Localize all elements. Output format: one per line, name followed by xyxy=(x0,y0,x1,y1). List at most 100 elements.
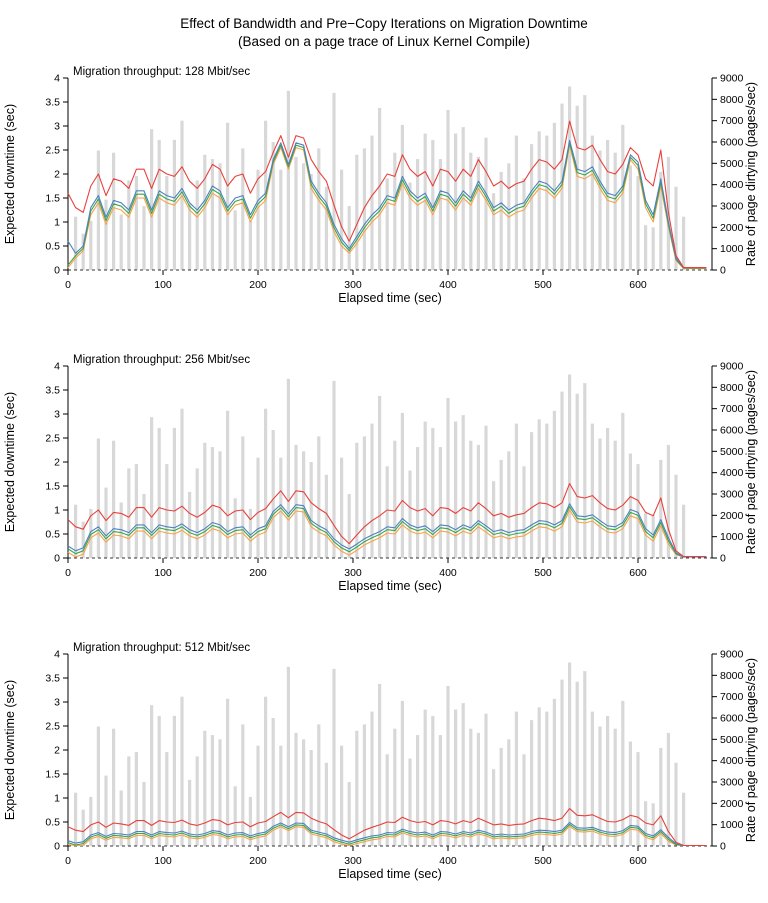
x-tick-label: 100 xyxy=(154,567,172,579)
panel-3-label: Migration throughput: 512 Mbit/sec xyxy=(73,642,251,654)
bar xyxy=(134,176,138,270)
y-right-tick-label: 5000 xyxy=(720,734,744,746)
x-tick-label: 400 xyxy=(439,567,457,579)
bar xyxy=(96,438,100,558)
x-axis-label: Elapsed time (sec) xyxy=(338,291,442,305)
y-right-tick-label: 4000 xyxy=(720,467,744,479)
x-tick-label: 500 xyxy=(534,279,552,291)
bar xyxy=(469,728,473,846)
series-green xyxy=(67,823,707,847)
bar xyxy=(188,779,192,846)
y-right-tick-label: 6000 xyxy=(720,713,744,725)
bar xyxy=(621,700,625,846)
bar xyxy=(96,150,100,270)
bar xyxy=(180,408,184,558)
bar xyxy=(598,150,602,270)
y-right-tick-label: 3000 xyxy=(720,201,744,213)
bar xyxy=(431,715,435,846)
bar xyxy=(507,451,511,558)
bar xyxy=(484,137,488,270)
bar xyxy=(218,163,222,270)
bar xyxy=(514,135,518,270)
bar xyxy=(644,225,648,270)
bar xyxy=(431,427,435,558)
y-right-tick-label: 2000 xyxy=(720,222,744,234)
x-tick-label: 0 xyxy=(65,567,71,579)
bar xyxy=(583,671,587,846)
bar xyxy=(355,730,359,846)
bar xyxy=(226,122,230,270)
bar xyxy=(248,796,252,846)
y-right-tick-label: 5000 xyxy=(720,446,744,458)
bar xyxy=(355,154,359,270)
bar xyxy=(476,732,480,846)
y-right-tick-label: 9000 xyxy=(720,361,744,373)
bar xyxy=(286,378,290,558)
bar xyxy=(606,715,610,846)
x-tick-label: 600 xyxy=(629,855,647,867)
bar xyxy=(302,163,306,270)
bar xyxy=(317,148,321,270)
y-right-tick-label: 3000 xyxy=(720,777,744,789)
y-right-tick-label: 1000 xyxy=(720,243,744,255)
bar xyxy=(309,750,313,846)
bar xyxy=(210,447,214,558)
bar xyxy=(362,148,366,270)
y-right-axis-label: Rate of page dirtying (pages/sec) xyxy=(744,82,758,266)
bar xyxy=(438,735,442,846)
bar xyxy=(157,139,161,270)
y-right-tick-label: 7000 xyxy=(720,691,744,703)
bar xyxy=(461,703,465,846)
bar xyxy=(226,698,230,846)
bar xyxy=(378,683,382,846)
y-right-tick-label: 5000 xyxy=(720,158,744,170)
y-left-axis-label: Expected downtime (sec) xyxy=(3,680,17,820)
bar xyxy=(628,453,632,558)
y-left-tick-label: 3.5 xyxy=(45,97,60,109)
bar xyxy=(233,786,237,846)
panel-2-label: Migration throughput: 256 Mbit/sec xyxy=(73,354,251,366)
bar xyxy=(423,133,427,270)
bar xyxy=(302,739,306,846)
y-left-tick-label: 3 xyxy=(54,121,60,133)
bar xyxy=(172,427,176,558)
y-right-tick-label: 6000 xyxy=(720,137,744,149)
bar xyxy=(370,135,374,270)
bar xyxy=(499,747,503,846)
bar xyxy=(560,391,564,558)
bar xyxy=(127,468,131,558)
bar xyxy=(537,419,541,558)
bar xyxy=(317,724,321,846)
bar xyxy=(104,775,108,846)
x-tick-label: 200 xyxy=(249,567,267,579)
bar xyxy=(454,133,458,270)
bar xyxy=(150,129,154,270)
y-right-tick-label: 7000 xyxy=(720,403,744,415)
bar xyxy=(659,171,663,270)
bar xyxy=(400,412,404,558)
bar xyxy=(590,423,594,558)
bar xyxy=(294,732,298,846)
bar xyxy=(81,809,85,846)
bar xyxy=(286,666,290,846)
bar xyxy=(89,508,93,558)
series-red xyxy=(67,483,707,558)
y-right-tick-label: 8000 xyxy=(720,670,744,682)
bar xyxy=(613,728,617,846)
y-right-axis-label: Rate of page dirtying (pages/sec) xyxy=(744,370,758,554)
bar xyxy=(286,90,290,270)
y-left-tick-label: 0 xyxy=(54,553,60,565)
bar xyxy=(340,745,344,846)
bar xyxy=(659,459,663,558)
y-left-tick-label: 4 xyxy=(54,649,60,661)
bar xyxy=(583,95,587,270)
bar xyxy=(271,430,275,558)
bar xyxy=(332,380,336,558)
series-green xyxy=(67,506,707,558)
bar xyxy=(522,178,526,270)
chart-title: Effect of Bandwidth and Pre−Copy Iterati… xyxy=(180,16,588,31)
bar xyxy=(606,139,610,270)
panel-svg-1: 0 100 200 300 400 500 60000.511.522.533.540100… xyxy=(3,73,758,306)
y-left-axis-label: Expected downtime (sec) xyxy=(3,392,17,532)
